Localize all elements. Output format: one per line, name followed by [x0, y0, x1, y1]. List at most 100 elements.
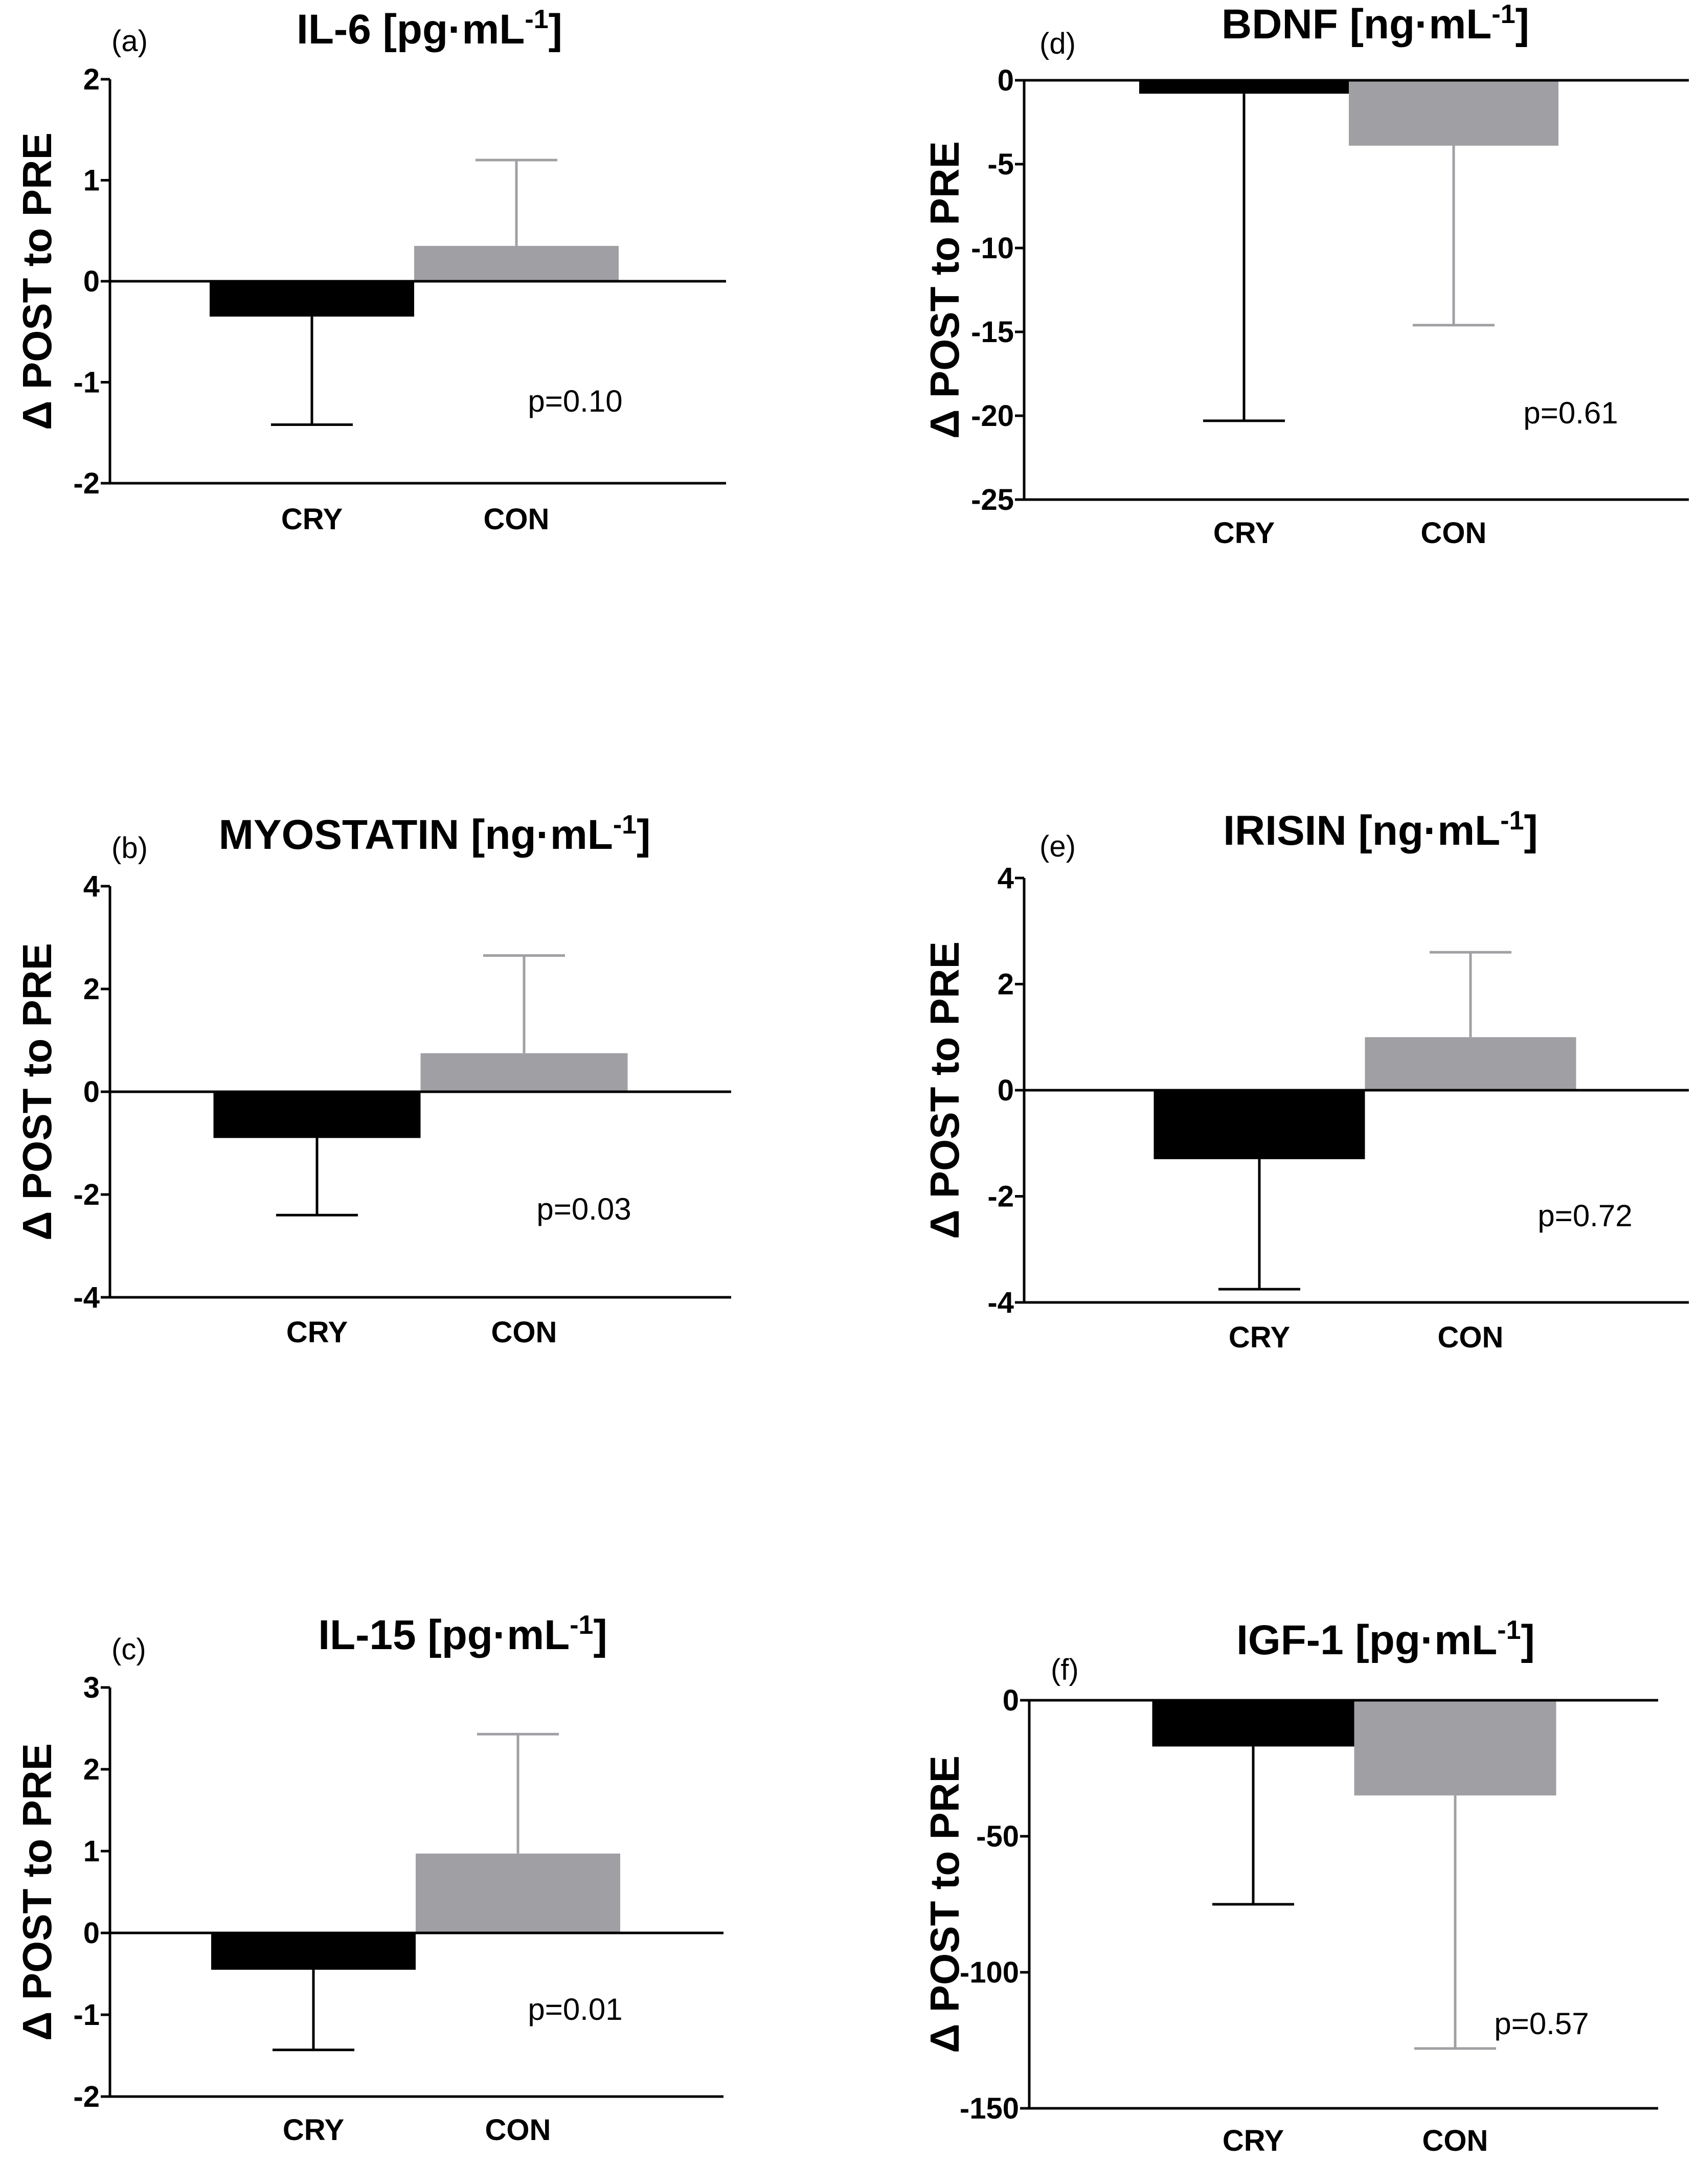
- y-tick-label: -50: [976, 1820, 1019, 1853]
- y-axis-label: Δ POST to PRE: [14, 943, 60, 1241]
- y-tick-label: -5: [987, 148, 1014, 181]
- x-category-label-con: CON: [1422, 2124, 1488, 2157]
- chart-title-main: IGF-1 [pg·mL: [1236, 1617, 1497, 1663]
- y-tick-label: 0: [1003, 1684, 1019, 1717]
- y-tick-label: 1: [83, 1835, 100, 1868]
- bar-cry: [210, 281, 414, 317]
- x-category-label-cry: CRY: [1213, 516, 1275, 550]
- y-tick-label: 0: [998, 64, 1014, 97]
- x-category-label-con: CON: [1438, 1321, 1504, 1354]
- y-axis-label: Δ POST to PRE: [14, 1743, 60, 2041]
- chart-panel-b: MYOSTATIN [ng·mL-1] (b) Δ POST to PRE 4 2 0 -2…: [14, 810, 731, 1349]
- bar-con: [1365, 1037, 1576, 1090]
- p-value-annotation: p=0.57: [1494, 2007, 1589, 2041]
- y-tick-label: -20: [971, 399, 1014, 433]
- chart-title-main: IL-15 [pg·mL: [318, 1612, 570, 1658]
- panel-label: (d): [1039, 27, 1076, 60]
- chart-title: IRISIN [ng·mL-1]: [1223, 806, 1538, 854]
- y-tick-label: -15: [971, 316, 1014, 349]
- y-tick-label: 0: [998, 1074, 1014, 1107]
- chart-title-main: MYOSTATIN [ng·mL: [219, 812, 613, 858]
- chart-panel-c: IL-15 [pg·mL-1](c)Δ POST to PRE3210-1-2C…: [14, 1610, 723, 2147]
- bar-con: [1349, 80, 1558, 146]
- y-tick-label: -150: [960, 2092, 1019, 2125]
- y-tick-label: -10: [971, 232, 1014, 265]
- chart-title-superscript: -1: [1491, 0, 1515, 29]
- bar-con: [414, 245, 619, 281]
- chart-panel-e: IRISIN [ng·mL-1] (e) Δ POST to PRE 4 2 0 -2 -4 C…: [922, 806, 1689, 1354]
- bar-cry: [211, 1933, 416, 1970]
- chart-title: IL-15 [pg·mL-1]: [318, 1610, 607, 1658]
- y-tick-label: 2: [83, 973, 100, 1006]
- bar-con: [416, 1853, 620, 1933]
- chart-title-end: ]: [593, 1612, 607, 1658]
- chart-title-superscript: -1: [1500, 806, 1524, 836]
- y-tick-label: 2: [998, 968, 1014, 1001]
- chart-title-end: ]: [637, 812, 650, 858]
- bar-cry: [1152, 1700, 1354, 1747]
- panel-label: (f): [1051, 1653, 1079, 1686]
- y-tick-label: 2: [83, 1753, 100, 1786]
- y-axis-label: Δ POST to PRE: [922, 941, 967, 1239]
- chart-panel-f: IGF-1 [pg·mL-1] (f) Δ POST to PRE 0 -50 -100 -…: [922, 1615, 1658, 2157]
- chart-title-end: ]: [1516, 1, 1529, 48]
- chart-title-main: BDNF [ng·mL: [1222, 1, 1491, 48]
- y-tick-label: -2: [73, 2080, 100, 2113]
- y-tick-label: -1: [73, 366, 100, 399]
- chart-panel-d: BDNF [ng·mL-1] (d) Δ POST to PRE 0 -5 -10 -15 -…: [922, 0, 1689, 550]
- chart-title-superscript: -1: [1497, 1615, 1521, 1645]
- x-category-label-con: CON: [484, 503, 550, 536]
- y-axis-label: Δ POST to PRE: [922, 1755, 967, 2053]
- bar-cry: [213, 1092, 421, 1138]
- x-category-label-cry: CRY: [1229, 1321, 1290, 1354]
- chart-title-superscript: -1: [525, 5, 548, 34]
- chart-title-end: ]: [1524, 807, 1538, 854]
- y-tick-label: -1: [73, 1998, 100, 2032]
- y-tick-label: 4: [83, 870, 100, 903]
- x-category-label-cry: CRY: [286, 1316, 348, 1349]
- x-category-label-cry: CRY: [281, 503, 343, 536]
- y-tick-label: -2: [987, 1180, 1014, 1213]
- x-category-label-cry: CRY: [1223, 2124, 1284, 2157]
- chart-title: IGF-1 [pg·mL-1]: [1236, 1615, 1535, 1663]
- chart-title: MYOSTATIN [ng·mL-1]: [219, 810, 651, 858]
- chart-title-superscript: -1: [613, 810, 637, 840]
- chart-title-end: ]: [549, 6, 562, 53]
- y-tick-label: -2: [73, 1178, 100, 1211]
- p-value-annotation: p=0.10: [528, 384, 622, 418]
- y-tick-label: -4: [73, 1281, 100, 1314]
- y-tick-label: 4: [998, 862, 1014, 895]
- p-value-annotation: p=0.01: [528, 1992, 622, 2027]
- y-axis-label: Δ POST to PRE: [922, 141, 967, 439]
- bar-con: [1354, 1700, 1556, 1796]
- chart-title-end: ]: [1521, 1617, 1535, 1663]
- y-tick-label: 0: [83, 1075, 100, 1109]
- x-category-label-cry: CRY: [283, 2113, 344, 2147]
- chart-panel-a: IL-6 [pg·mL-1](a)Δ POST to PRE210-1-2CRY…: [14, 5, 726, 536]
- y-axis-label: Δ POST to PRE: [14, 132, 60, 430]
- x-category-label-con: CON: [491, 1316, 557, 1349]
- y-tick-label: -100: [960, 1956, 1019, 1989]
- y-tick-label: -25: [971, 483, 1014, 516]
- chart-title: IL-6 [pg·mL-1]: [297, 5, 562, 53]
- panel-label: (e): [1039, 830, 1076, 863]
- y-tick-label: 3: [83, 1671, 100, 1704]
- bar-con: [420, 1053, 628, 1092]
- bar-cry: [1139, 80, 1349, 94]
- chart-title-main: IL-6 [pg·mL: [297, 6, 525, 53]
- y-tick-label: -2: [73, 467, 100, 500]
- y-tick-label: 0: [83, 1917, 100, 1950]
- p-value-annotation: p=0.72: [1537, 1199, 1632, 1233]
- panel-label: (a): [111, 25, 148, 58]
- p-value-annotation: p=0.61: [1523, 396, 1618, 430]
- y-tick-label: 1: [83, 164, 100, 197]
- p-value-annotation: p=0.03: [536, 1192, 631, 1226]
- y-tick-label: 2: [83, 63, 100, 96]
- y-tick-label: -4: [987, 1286, 1014, 1319]
- panel-label: (b): [111, 831, 148, 865]
- x-category-label-con: CON: [485, 2113, 551, 2147]
- chart-title: BDNF [ng·mL-1]: [1222, 0, 1529, 48]
- chart-title-superscript: -1: [570, 1610, 593, 1640]
- bar-cry: [1154, 1090, 1365, 1159]
